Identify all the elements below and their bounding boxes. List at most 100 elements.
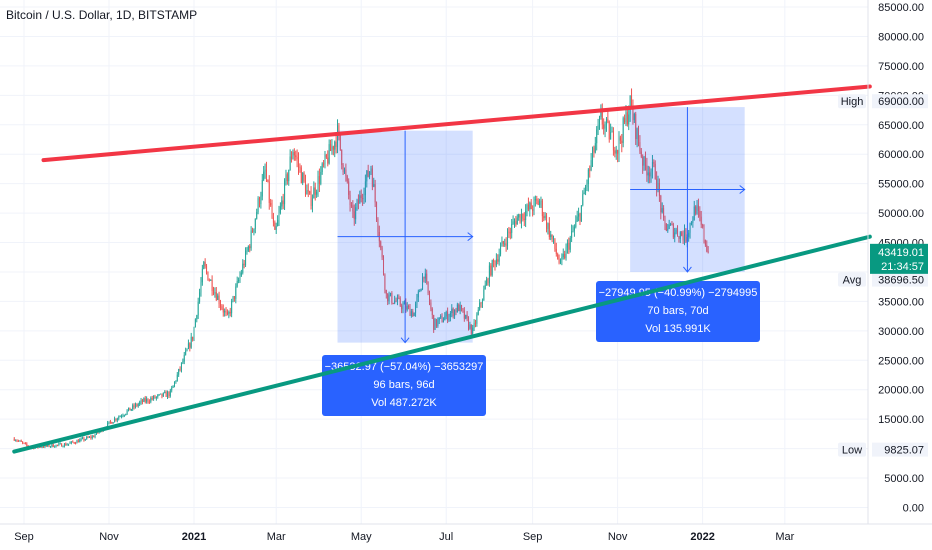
price-tick-label: 5000.00 [884,473,924,485]
candle-body [235,286,237,299]
candle-body [668,224,670,229]
candle-body [238,280,240,282]
candle-body [162,392,164,397]
time-axis[interactable]: Sep Nov 2021 Mar May Jul Sep Nov 2022 Mar [14,531,794,543]
candle-body [208,280,210,282]
candle-body [515,221,517,225]
candle-body [598,117,600,126]
candle-body [147,398,149,402]
candle-body [437,320,439,326]
candle-body [610,132,612,140]
candle-body [221,306,223,309]
candle-body [539,201,541,205]
support-line[interactable] [12,234,872,454]
candle-body [650,171,652,177]
trend-lines[interactable] [12,84,872,454]
candle-body [493,260,495,262]
candle-body [387,293,389,302]
candle-body [352,205,354,212]
candle-body [376,202,378,220]
candle-body [608,121,610,140]
candle-body [231,301,233,314]
avg-marker-label-bg [838,272,866,287]
candle-body [391,293,393,303]
candle-body [504,243,506,245]
candle-body [278,212,280,220]
candle-body [466,314,468,319]
candle-body [302,172,304,184]
candle-body [667,228,669,231]
candle-body [84,439,86,441]
candle-body [225,310,227,313]
candle-body [486,279,488,285]
candle-body [345,169,347,177]
time-tick-label: Jul [439,531,453,543]
candle-body [586,184,588,187]
candle-body [420,288,422,292]
candle-body [612,131,614,151]
candle-body [288,169,290,182]
candle-body [66,444,68,446]
candle-body [260,196,262,205]
candle-body [309,191,311,194]
candle-body [430,302,432,309]
candle-body [683,229,685,241]
candle-body [306,190,308,195]
candle-body [187,343,189,349]
candle-body [385,289,387,294]
candle-body [405,303,407,310]
candle-body [349,194,351,206]
candle-body [16,440,18,442]
candle-body [334,141,336,150]
candle-body [169,390,171,397]
candle-body [137,404,139,406]
candle-body [356,200,358,208]
candle-body [550,234,552,238]
candle-body [293,151,295,156]
candle-body [672,224,674,238]
candle-body [479,302,481,310]
candle-body [296,157,298,160]
candle-body [656,179,658,190]
candle-body [153,395,155,399]
candle-body [579,213,581,222]
candle-body [107,422,109,428]
candle-body [561,257,563,260]
candle-body [268,181,270,203]
candle-body [565,247,567,259]
candle-body [182,361,184,363]
candle-body [267,179,269,182]
candle-body [587,169,589,185]
candle-body [395,300,397,302]
candle-body [572,230,574,232]
candle-body [214,292,216,294]
resistance-line[interactable] [41,84,872,163]
candle-body [626,112,628,125]
candle-body [458,304,460,311]
candle-body [647,172,649,176]
candle-body [392,302,394,304]
candle-body [377,219,379,233]
candle-body [185,350,187,355]
candle-body [412,311,414,317]
candle-body [654,163,656,180]
candle-body [49,446,51,448]
candle-body [90,436,92,438]
candle-body [144,398,146,402]
candle-body [384,274,386,290]
price-tick-label: 75000.00 [878,61,924,73]
candle-body [403,303,405,305]
candle-body [631,95,633,107]
high-marker-value: 69000.00 [878,96,924,108]
candle-body [408,306,410,308]
candle-body [653,161,655,164]
candle-body [657,182,659,190]
candle-body [17,440,19,442]
candle-body [211,279,213,292]
candle-body [553,238,555,240]
candle-body [65,443,67,446]
